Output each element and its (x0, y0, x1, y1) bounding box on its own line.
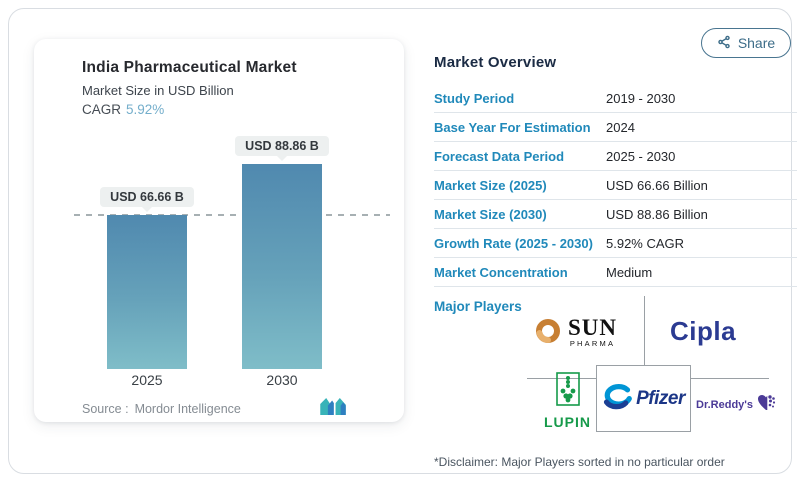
table-row-forecast-period: Forecast Data Period 2025 - 2030 (434, 142, 797, 171)
row-label: Market Concentration (434, 264, 568, 280)
pfizer-wordmark: Pfizer (636, 387, 685, 409)
dr-reddys-logo: Dr.Reddy's (696, 394, 777, 416)
x-axis-label-2025: 2025 (131, 372, 163, 388)
overview-heading: Market Overview (434, 54, 557, 71)
source-row: Source : Mordor Intelligence (82, 398, 374, 420)
source-label: Source : (82, 402, 129, 416)
lupin-flower-icon (553, 372, 583, 413)
chart-subtitle: Market Size in USD Billion (82, 83, 234, 98)
bar-2030: USD 88.86 B (235, 136, 329, 369)
row-label: Base Year For Estimation (434, 119, 591, 135)
row-value: 2025 - 2030 (606, 148, 676, 164)
lupin-logo: LUPIN (544, 372, 591, 430)
bar-2025: USD 66.66 B (100, 187, 194, 369)
major-players-label: Major Players (434, 299, 522, 314)
share-icon (717, 35, 731, 52)
row-value: 2019 - 2030 (606, 90, 676, 106)
market-chart-card: India Pharmaceutical Market Market Size … (34, 39, 404, 422)
table-row-growth-rate: Growth Rate (2025 - 2030) 5.92% CAGR (434, 229, 797, 258)
sun-pharma-ring-icon (535, 318, 561, 349)
cagr-label: CAGR (82, 102, 122, 117)
share-button[interactable]: Share (701, 28, 791, 58)
row-label: Growth Rate (2025 - 2030) (434, 235, 593, 251)
chart-title: India Pharmaceutical Market (82, 59, 297, 76)
pfizer-swirl-icon (602, 382, 632, 415)
mordor-intelligence-logo-icon (320, 398, 346, 420)
lupin-wordmark: LUPIN (544, 414, 591, 430)
market-overview-panel: Market Overview Study Period 2019 - 2030… (434, 54, 797, 469)
table-row-study-period: Study Period 2019 - 2030 (434, 84, 797, 113)
sun-pharma-logo: SUN PHARMA (535, 314, 618, 349)
x-axis-label-2030: 2030 (266, 372, 298, 388)
row-label: Study Period (434, 90, 515, 106)
dr-reddys-heart-icon (757, 394, 777, 416)
bar-value-label-2025: USD 66.66 B (100, 187, 194, 207)
row-value: 5.92% CAGR (606, 235, 685, 251)
table-row-market-size-2025: Market Size (2025) USD 66.66 Billion (434, 171, 797, 200)
table-row-base-year: Base Year For Estimation 2024 (434, 113, 797, 142)
players-divider-vertical (644, 296, 645, 367)
row-value: USD 66.66 Billion (606, 177, 708, 193)
cipla-logo: Cipla (670, 316, 737, 346)
sun-pharma-sub: PHARMA (569, 339, 616, 349)
table-row-market-concentration: Market Concentration Medium (434, 258, 797, 287)
row-label: Market Size (2030) (434, 206, 547, 222)
bar-rect-2025 (107, 215, 187, 369)
pfizer-logo: Pfizer (596, 365, 691, 432)
row-label: Forecast Data Period (434, 148, 565, 164)
row-value: Medium (606, 264, 653, 280)
table-row-market-size-2030: Market Size (2030) USD 88.86 Billion (434, 200, 797, 229)
row-label: Market Size (2025) (434, 177, 547, 193)
row-value: USD 88.86 Billion (606, 206, 708, 222)
chart-cagr: CAGR 5.92% (82, 102, 164, 117)
bar-value-label-2030: USD 88.86 B (235, 136, 329, 156)
bar-rect-2030 (242, 164, 322, 369)
dr-reddys-wordmark: Dr.Reddy's (696, 399, 754, 411)
bar-chart-plot-area: USD 66.66 B USD 88.86 B (74, 129, 394, 369)
disclaimer-text: *Disclaimer: Major Players sorted in no … (434, 455, 725, 469)
major-players-section: Major Players SUN PHARMA Cipla (434, 296, 797, 438)
reference-line (74, 214, 390, 216)
row-value: 2024 (606, 119, 635, 135)
share-label: Share (737, 35, 776, 51)
source-value: Mordor Intelligence (134, 402, 241, 416)
sun-pharma-wordmark: SUN (568, 314, 618, 340)
cagr-value: 5.92% (126, 102, 165, 117)
infographic-container: Share India Pharmaceutical Market Market… (8, 8, 797, 474)
